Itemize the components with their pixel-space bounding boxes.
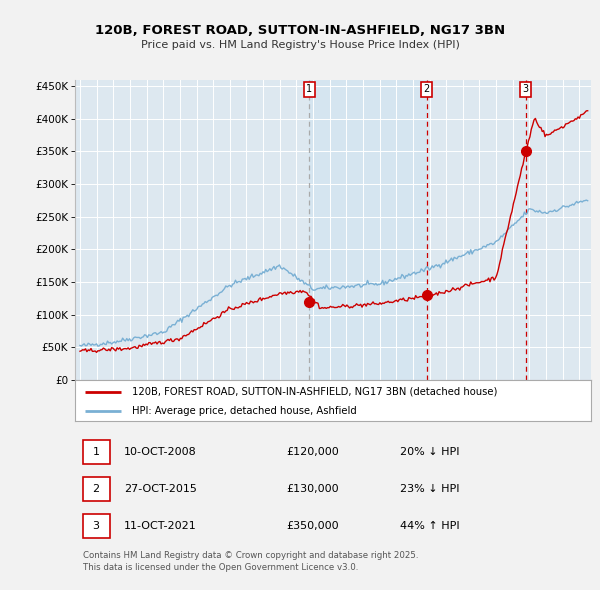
Text: £350,000: £350,000 <box>287 521 339 531</box>
Text: 3: 3 <box>92 521 100 531</box>
Bar <box>83 477 110 502</box>
Text: £130,000: £130,000 <box>287 484 339 494</box>
Text: 10-OCT-2008: 10-OCT-2008 <box>124 447 197 457</box>
Text: 3: 3 <box>523 84 529 94</box>
Text: 23% ↓ HPI: 23% ↓ HPI <box>400 484 460 494</box>
Bar <box>310 80 427 380</box>
Text: 11-OCT-2021: 11-OCT-2021 <box>124 521 197 531</box>
Text: 27-OCT-2015: 27-OCT-2015 <box>124 484 197 494</box>
Text: 20% ↓ HPI: 20% ↓ HPI <box>400 447 460 457</box>
Text: 2: 2 <box>424 84 430 94</box>
Text: 1: 1 <box>307 84 313 94</box>
Text: Price paid vs. HM Land Registry's House Price Index (HPI): Price paid vs. HM Land Registry's House … <box>140 40 460 50</box>
Text: 1: 1 <box>92 447 100 457</box>
Bar <box>83 514 110 538</box>
Text: £120,000: £120,000 <box>287 447 340 457</box>
Bar <box>83 440 110 464</box>
Text: Contains HM Land Registry data © Crown copyright and database right 2025.
This d: Contains HM Land Registry data © Crown c… <box>83 550 418 572</box>
Text: 120B, FOREST ROAD, SUTTON-IN-ASHFIELD, NG17 3BN: 120B, FOREST ROAD, SUTTON-IN-ASHFIELD, N… <box>95 24 505 37</box>
Text: 2: 2 <box>92 484 100 494</box>
Text: HPI: Average price, detached house, Ashfield: HPI: Average price, detached house, Ashf… <box>132 407 356 417</box>
Text: 44% ↑ HPI: 44% ↑ HPI <box>400 521 460 531</box>
Text: 120B, FOREST ROAD, SUTTON-IN-ASHFIELD, NG17 3BN (detached house): 120B, FOREST ROAD, SUTTON-IN-ASHFIELD, N… <box>132 386 497 396</box>
